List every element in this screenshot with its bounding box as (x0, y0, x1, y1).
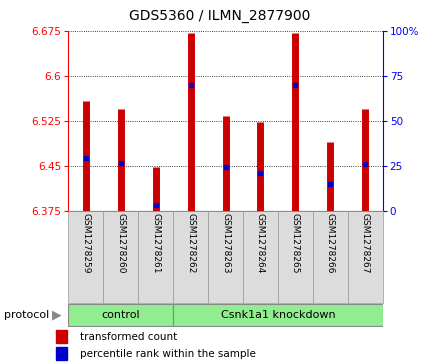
Text: protocol: protocol (4, 310, 50, 320)
Bar (56, 330, 67, 343)
FancyBboxPatch shape (68, 304, 173, 326)
Text: percentile rank within the sample: percentile rank within the sample (80, 349, 256, 359)
FancyBboxPatch shape (243, 211, 278, 303)
FancyBboxPatch shape (208, 211, 243, 303)
FancyBboxPatch shape (278, 211, 313, 303)
FancyBboxPatch shape (313, 211, 348, 303)
Text: GSM1278265: GSM1278265 (291, 213, 300, 274)
FancyBboxPatch shape (173, 304, 383, 326)
Text: GSM1278259: GSM1278259 (81, 213, 90, 274)
Text: GSM1278260: GSM1278260 (116, 213, 125, 274)
Text: GSM1278262: GSM1278262 (186, 213, 195, 274)
Text: transformed count: transformed count (80, 332, 177, 342)
Text: GDS5360 / ILMN_2877900: GDS5360 / ILMN_2877900 (129, 9, 311, 23)
Text: ▶: ▶ (52, 309, 62, 321)
Text: GSM1278264: GSM1278264 (256, 213, 265, 274)
FancyBboxPatch shape (68, 211, 103, 303)
Text: Csnk1a1 knockdown: Csnk1a1 knockdown (220, 310, 335, 320)
FancyBboxPatch shape (173, 211, 208, 303)
Text: GSM1278261: GSM1278261 (151, 213, 160, 274)
Bar (56, 347, 67, 360)
FancyBboxPatch shape (138, 211, 173, 303)
Text: GSM1278263: GSM1278263 (221, 213, 230, 274)
FancyBboxPatch shape (348, 211, 383, 303)
Text: control: control (101, 310, 140, 320)
FancyBboxPatch shape (103, 211, 138, 303)
Text: GSM1278266: GSM1278266 (326, 213, 335, 274)
Text: GSM1278267: GSM1278267 (361, 213, 370, 274)
